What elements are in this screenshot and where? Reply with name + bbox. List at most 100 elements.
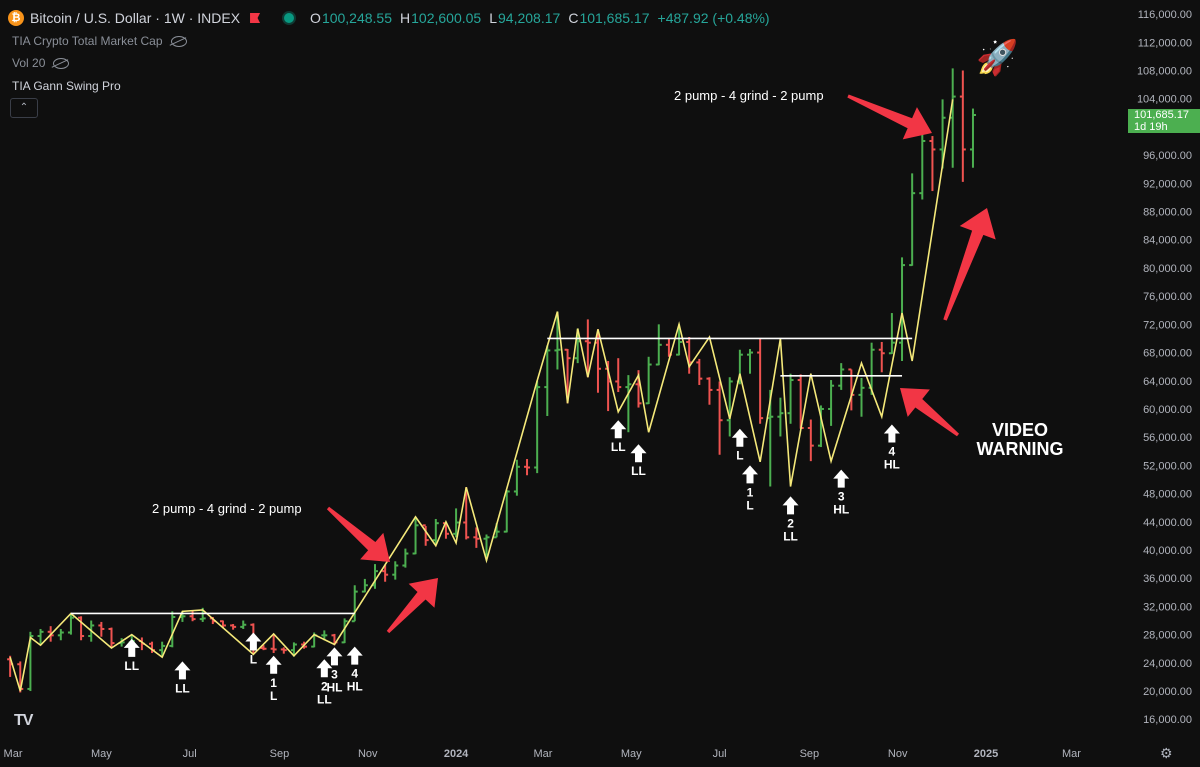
swing-marker: LL — [174, 661, 191, 695]
price-axis[interactable]: 16,000.00 20,000.00 24,000.00 28,000.00 32,0… — [1137, 9, 1192, 726]
marker-label: 4 — [889, 444, 896, 458]
y-tick-label: 96,000.00 — [1143, 150, 1192, 162]
high-label: H — [400, 10, 411, 26]
ohlc-bar — [959, 70, 966, 182]
indicator-label: TIA Gann Swing Pro — [12, 79, 121, 93]
marker-label: L — [736, 449, 743, 463]
y-tick-label: 28,000.00 — [1143, 630, 1192, 642]
candlestick-series — [7, 68, 976, 693]
ohlc-bar — [230, 624, 237, 630]
ohlc-bar — [57, 628, 64, 641]
up-arrow-icon — [245, 632, 262, 651]
x-tick-label: Mar — [1062, 748, 1081, 760]
x-tick-label: 2024 — [444, 748, 469, 760]
resistance-lines — [70, 337, 913, 615]
marker-label: HL — [347, 680, 363, 694]
ohlc-bar — [341, 618, 348, 644]
ohlc-bar — [645, 356, 652, 405]
marker-label: LL — [175, 681, 190, 695]
low-label: L — [489, 10, 498, 26]
swing-marker: 3HL — [326, 647, 343, 694]
eye-hidden-icon[interactable] — [53, 57, 70, 69]
ohlc-bar — [747, 349, 753, 374]
tradingview-logo-icon[interactable]: TV — [14, 712, 33, 729]
marker-label: LL — [631, 464, 646, 478]
ohlc-bar — [807, 419, 814, 462]
collapse-legend-button[interactable]: ⌃ — [10, 98, 38, 118]
swing-marker: 1L — [265, 655, 282, 703]
indicator-legend-gann-swing[interactable]: TIA Gann Swing Pro — [12, 79, 121, 93]
y-tick-label: 48,000.00 — [1143, 489, 1192, 501]
ohlc-bar — [463, 487, 470, 540]
ohlc-bar — [777, 397, 784, 437]
ohlc-bar — [909, 173, 916, 267]
chart-header: ₿ Bitcoin / U.S. Dollar · 1W · INDEX O 10… — [8, 8, 778, 28]
marker-label: HL — [884, 457, 900, 471]
symbol-title[interactable]: Bitcoin / U.S. Dollar · 1W · INDEX — [30, 10, 241, 26]
ohlc-bar — [878, 341, 885, 373]
y-tick-label: 68,000.00 — [1143, 348, 1192, 360]
flag-icon[interactable] — [250, 13, 261, 23]
indicator-label: Vol 20 — [12, 56, 46, 70]
up-arrow-icon — [123, 638, 140, 657]
marker-label: HL — [833, 503, 849, 517]
swing-marker: 4HL — [883, 424, 900, 471]
y-tick-label: 76,000.00 — [1143, 291, 1192, 303]
red-arrow-icon — [900, 388, 960, 437]
ohlc-bar — [787, 373, 794, 424]
ohlc-bar — [564, 348, 571, 404]
gann-swing-zigzag — [9, 99, 954, 692]
marker-label: L — [250, 653, 257, 667]
ohlc-bar — [919, 129, 926, 200]
ohlc-bar — [868, 342, 875, 395]
up-arrow-icon — [833, 469, 850, 488]
y-tick-label: 72,000.00 — [1143, 319, 1192, 331]
ohlc-bar — [159, 641, 166, 658]
x-tick-label: Jul — [183, 748, 197, 760]
open-value: 100,248.55 — [321, 10, 393, 26]
ohlc-bar — [67, 613, 74, 635]
ohlc-bar — [483, 534, 490, 561]
zigzag-line — [9, 99, 954, 692]
y-tick-label: 60,000.00 — [1143, 404, 1192, 416]
ohlc-bar — [169, 611, 176, 648]
high-value: 102,600.05 — [411, 10, 482, 26]
pattern-note-right: 2 pump - 4 grind - 2 pump — [674, 88, 824, 103]
up-arrow-icon — [630, 444, 647, 463]
market-status-icon[interactable] — [282, 11, 297, 25]
ohlc-bar — [969, 108, 976, 168]
x-tick-label: May — [91, 748, 112, 760]
indicator-legend-volume[interactable]: Vol 20 — [12, 56, 70, 70]
ohlc-bar — [108, 627, 115, 648]
bitcoin-coin-icon: ₿ — [8, 10, 24, 26]
eye-hidden-icon[interactable] — [170, 35, 187, 47]
open-label: O — [310, 10, 321, 26]
ohlc-bar — [473, 527, 480, 548]
y-tick-label: 108,000.00 — [1137, 65, 1192, 77]
ohlc-bar — [888, 313, 895, 355]
marker-label: 2 — [321, 679, 328, 693]
up-arrow-icon — [731, 428, 748, 447]
ohlc-bar — [554, 311, 561, 370]
ohlc-bar — [676, 324, 683, 356]
up-arrow-icon — [782, 496, 799, 515]
ohlc-bar — [98, 621, 105, 637]
up-arrow-icon — [174, 661, 191, 680]
ohlc-bar — [544, 345, 551, 417]
indicator-label: TIA Crypto Total Market Cap — [12, 34, 163, 48]
marker-label: L — [270, 689, 277, 703]
settings-gear-icon[interactable]: ⚙ — [1160, 745, 1173, 761]
ohlc-bar — [929, 136, 936, 192]
up-arrow-icon — [346, 646, 363, 665]
time-axis[interactable]: Mar May Jul Sep Nov 2024 Mar May Jul Sep Nov 2025 Ma… — [4, 748, 1082, 760]
ohlc-bar — [534, 380, 541, 474]
up-arrow-icon — [316, 659, 333, 678]
indicator-legend-market-cap[interactable]: TIA Crypto Total Market Cap — [12, 34, 187, 48]
y-tick-label: 80,000.00 — [1143, 263, 1192, 275]
x-tick-label: May — [621, 748, 642, 760]
marker-label: LL — [317, 692, 332, 706]
ohlc-bar — [270, 633, 277, 653]
ohlc-bar — [939, 99, 946, 169]
y-tick-label: 64,000.00 — [1143, 376, 1192, 388]
